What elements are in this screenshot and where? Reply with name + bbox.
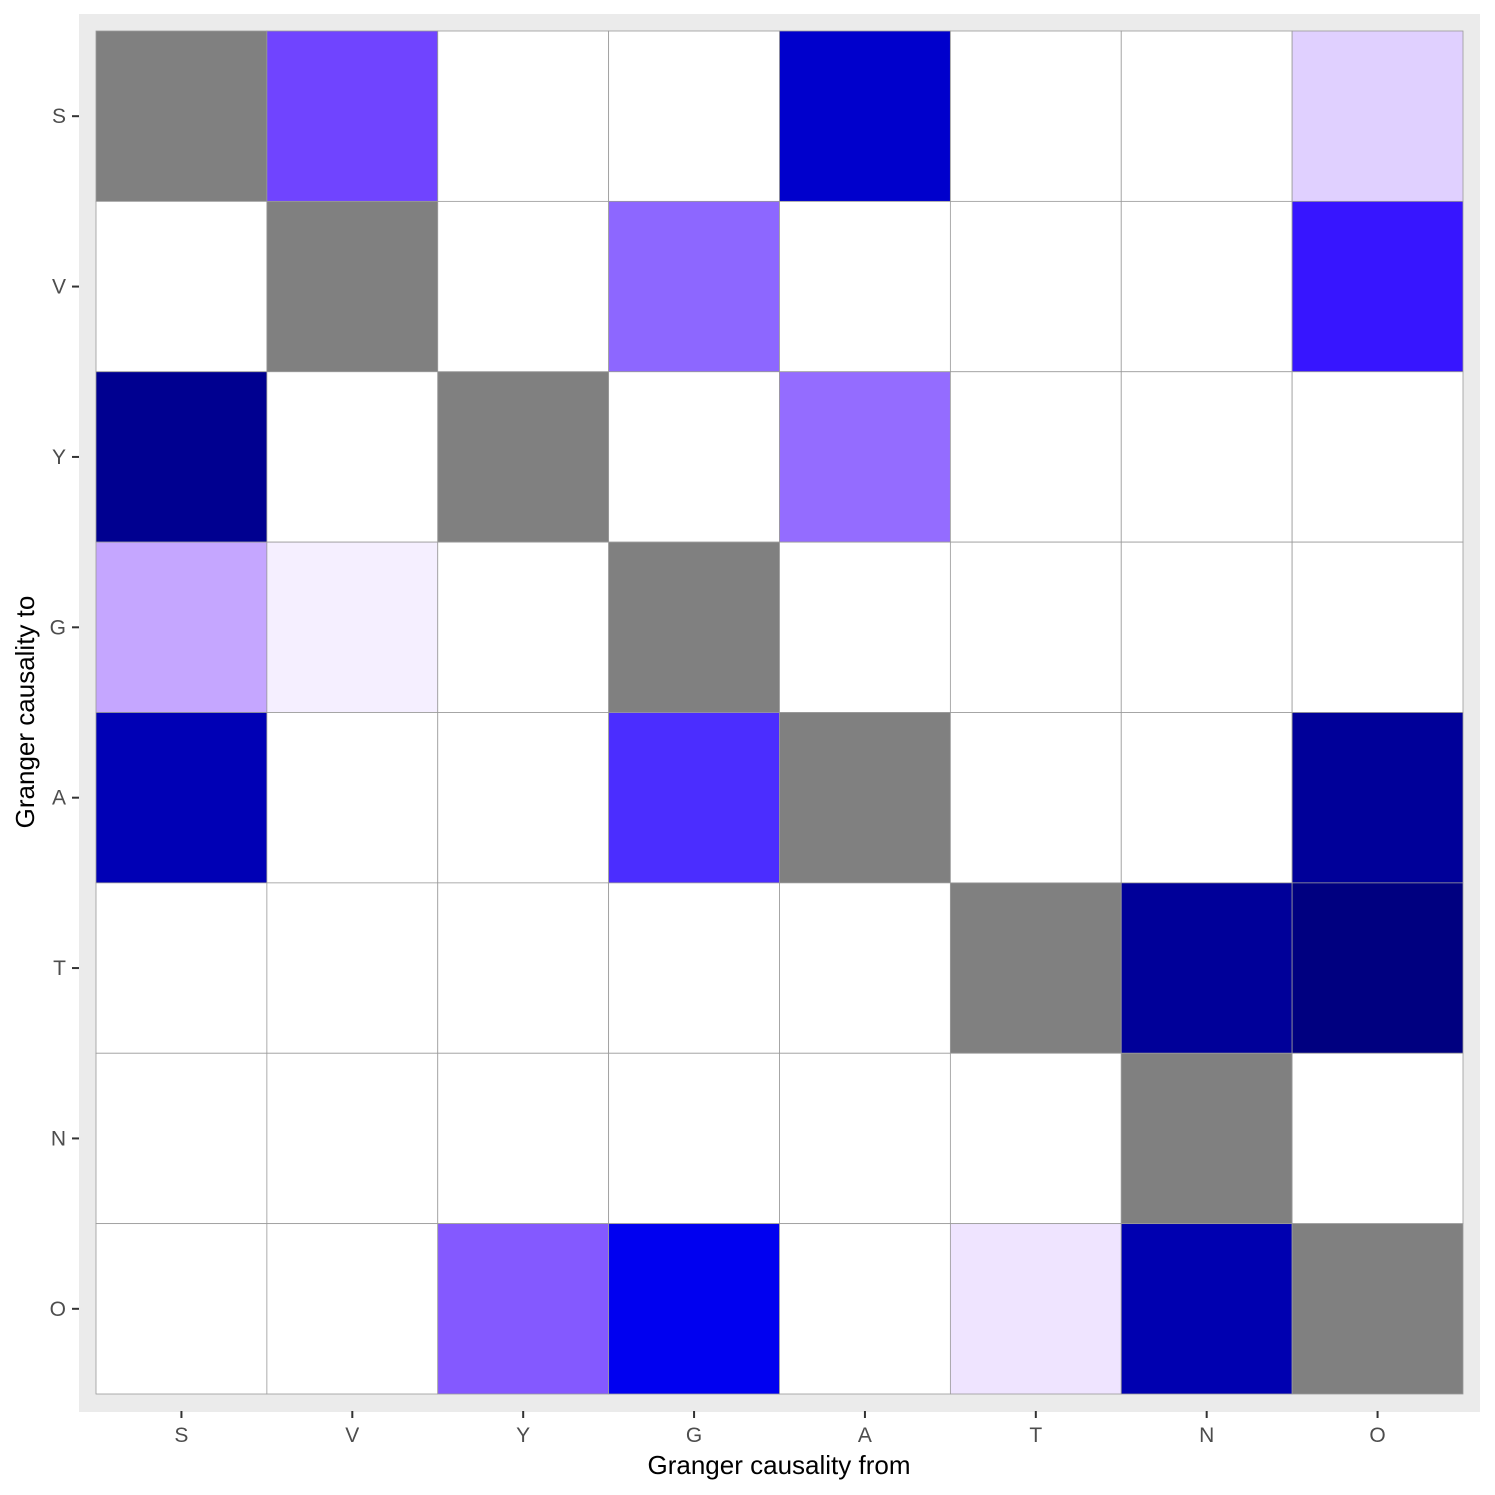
cell-Y-to-V (437, 200, 610, 373)
cell-O-to-N (1291, 1052, 1464, 1225)
y-tick-label-Y: Y (52, 446, 66, 469)
cell-G-to-A (608, 712, 780, 884)
x-tick-label-A: A (858, 1424, 872, 1447)
cell-A-to-Y (779, 371, 951, 543)
cell-T-to-O (949, 1223, 1122, 1395)
cell-T-to-S (949, 30, 1122, 202)
cell-O-to-G (1291, 541, 1464, 713)
x-tick-label-Y: Y (516, 1424, 530, 1447)
y-tick-label-V: V (52, 276, 66, 299)
cell-O-to-V (1291, 200, 1464, 373)
cell-V-to-T (266, 882, 439, 1054)
x-tick-label-N: N (1199, 1424, 1214, 1447)
x-tick-label-O: O (1369, 1424, 1385, 1447)
y-tick-label-S: S (52, 105, 66, 128)
cell-S-to-O (95, 1223, 268, 1395)
cell-V-to-Y (266, 371, 439, 543)
x-tick-label-T: T (1029, 1424, 1042, 1447)
cell-O-to-T (1291, 882, 1464, 1054)
y-tick-label-N: N (51, 1127, 66, 1150)
cell-Y-to-S (437, 30, 610, 202)
cell-N-to-G (1120, 541, 1293, 713)
cell-Y-to-O (437, 1223, 610, 1395)
x-tick-label-G: G (686, 1424, 702, 1447)
cell-Y-to-Y (437, 371, 610, 543)
cell-A-to-G (779, 541, 951, 713)
cell-N-to-N (1120, 1052, 1293, 1225)
cell-S-to-N (95, 1052, 268, 1225)
cell-G-to-G (608, 541, 780, 713)
cell-A-to-V (779, 200, 951, 373)
cell-N-to-V (1120, 200, 1293, 373)
cell-S-to-V (95, 200, 268, 373)
y-tick-label-O: O (50, 1298, 66, 1321)
cell-A-to-S (779, 30, 951, 202)
cell-G-to-V (608, 200, 780, 373)
cell-V-to-N (266, 1052, 439, 1225)
x-axis-title: Granger causality from (648, 1450, 911, 1480)
cell-N-to-Y (1120, 371, 1293, 543)
cell-S-to-G (95, 541, 268, 713)
cell-V-to-A (266, 712, 439, 884)
x-tick-label-V: V (345, 1424, 359, 1447)
cell-A-to-T (779, 882, 951, 1054)
cell-V-to-V (266, 200, 439, 373)
cell-G-to-T (608, 882, 780, 1054)
cell-O-to-Y (1291, 371, 1464, 543)
cell-O-to-O (1291, 1223, 1464, 1395)
y-tick-label-G: G (50, 616, 66, 639)
cell-S-to-Y (95, 371, 268, 543)
heatmap-cells (95, 30, 1464, 1395)
y-axis-title: Granger causality to (10, 596, 40, 829)
cell-S-to-A (95, 712, 268, 884)
cell-A-to-N (779, 1052, 951, 1225)
cell-T-to-V (949, 200, 1122, 373)
cell-N-to-O (1120, 1223, 1293, 1395)
cell-G-to-Y (608, 371, 780, 543)
cell-O-to-S (1291, 30, 1464, 202)
cell-T-to-A (949, 712, 1122, 884)
cell-S-to-T (95, 882, 268, 1054)
cell-T-to-Y (949, 371, 1122, 543)
cell-V-to-G (266, 541, 439, 713)
cell-N-to-S (1120, 30, 1293, 202)
x-tick-label-S: S (174, 1424, 188, 1447)
cell-V-to-O (266, 1223, 439, 1395)
cell-N-to-A (1120, 712, 1293, 884)
y-axis: S V Y G A T N O (50, 105, 79, 1321)
cell-A-to-A (779, 712, 951, 884)
cell-Y-to-A (437, 712, 610, 884)
cell-V-to-S (266, 30, 439, 202)
cell-S-to-S (95, 30, 268, 202)
cell-T-to-G (949, 541, 1122, 713)
cell-T-to-T (949, 882, 1122, 1054)
cell-Y-to-T (437, 882, 610, 1054)
y-tick-label-A: A (52, 787, 66, 810)
cell-O-to-A (1291, 712, 1464, 884)
y-tick-label-T: T (53, 957, 66, 980)
cell-T-to-N (949, 1052, 1122, 1225)
cell-G-to-N (608, 1052, 780, 1225)
cell-N-to-T (1120, 882, 1293, 1054)
cell-G-to-O (608, 1223, 780, 1395)
cell-G-to-S (608, 30, 780, 202)
cell-A-to-O (779, 1223, 951, 1395)
cell-Y-to-G (437, 541, 610, 713)
cell-Y-to-N (437, 1052, 610, 1225)
